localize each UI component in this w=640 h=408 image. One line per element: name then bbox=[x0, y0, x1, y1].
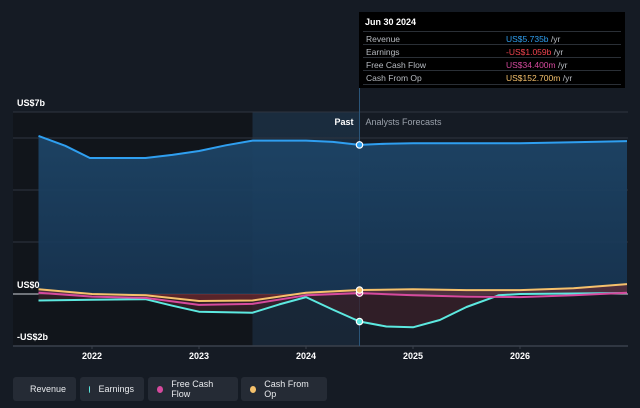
cash-from-op-area bbox=[38, 284, 627, 301]
revenue-area bbox=[38, 135, 627, 294]
free-cash-flow-dot-icon bbox=[157, 385, 164, 393]
legend-item-cash-from-op[interactable]: Cash From Op bbox=[241, 377, 327, 401]
tooltip-unit: /yr bbox=[555, 60, 568, 70]
tooltip-label: Earnings bbox=[366, 47, 400, 57]
x-tick-label: 2024 bbox=[296, 351, 316, 361]
tooltip-unit: /yr bbox=[548, 34, 561, 44]
revenue-line bbox=[38, 134, 628, 159]
y-tick-label: US$7b bbox=[17, 98, 46, 108]
tooltip-value: US$34.400m /yr bbox=[506, 60, 567, 70]
tooltip-value-text: US$34.400m bbox=[506, 60, 556, 70]
x-tick-label: 2025 bbox=[403, 351, 423, 361]
tooltip-row-earnings: Earnings -US$1.059b /yr bbox=[363, 44, 621, 58]
earnings-line bbox=[38, 292, 628, 329]
x-tick-label: 2023 bbox=[189, 351, 209, 361]
cash-from-op-line bbox=[38, 283, 628, 302]
tooltip-label: Revenue bbox=[366, 34, 401, 44]
revenue-marker bbox=[355, 141, 364, 149]
tooltip-row-free-cash-flow: Free Cash Flow US$34.400m /yr bbox=[363, 57, 621, 71]
cash-from-op-marker bbox=[355, 286, 364, 294]
tooltip-value: US$5.735b /yr bbox=[506, 34, 560, 44]
tooltip-date: Jun 30 2024 bbox=[365, 17, 417, 27]
y-tick-label: US$0 bbox=[17, 280, 40, 290]
tooltip-label: Cash From Op bbox=[366, 73, 422, 83]
earnings-dot-icon bbox=[89, 385, 91, 393]
legend-label: Free Cash Flow bbox=[171, 379, 214, 399]
tooltip-row-revenue: Revenue US$5.735b /yr bbox=[363, 31, 621, 45]
legend-label: Cash From Op bbox=[264, 379, 309, 399]
y-tick-label: -US$2b bbox=[17, 332, 49, 342]
legend-item-earnings[interactable]: Earnings bbox=[80, 377, 144, 401]
legend-item-revenue[interactable]: Revenue bbox=[13, 377, 76, 401]
tooltip-value-text: US$152.700m bbox=[506, 73, 561, 83]
tooltip-value-text: -US$1.059b bbox=[506, 47, 552, 57]
tooltip-label: Free Cash Flow bbox=[366, 60, 426, 70]
legend-item-free-cash-flow[interactable]: Free Cash Flow bbox=[148, 377, 238, 401]
tooltip: Jun 30 2024 Revenue US$5.735b /yr Earnin… bbox=[359, 12, 625, 88]
free-cash-flow-line bbox=[38, 291, 628, 306]
legend-label: Earnings bbox=[98, 384, 134, 394]
tooltip-value: US$152.700m /yr bbox=[506, 73, 572, 83]
x-tick-label: 2022 bbox=[82, 351, 102, 361]
tooltip-row-cash-from-op: Cash From Op US$152.700m /yr bbox=[363, 70, 621, 85]
x-tick-label: 2026 bbox=[510, 351, 530, 361]
tooltip-unit: /yr bbox=[560, 73, 573, 83]
tooltip-value: -US$1.059b /yr bbox=[506, 47, 563, 57]
tooltip-unit: /yr bbox=[551, 47, 564, 57]
legend-label: Revenue bbox=[30, 384, 67, 394]
cash-from-op-dot-icon bbox=[250, 385, 257, 393]
earnings-marker bbox=[355, 317, 364, 326]
tooltip-value-text: US$5.735b bbox=[506, 34, 549, 44]
forecast-label: Analysts Forecasts bbox=[366, 117, 443, 127]
past-label: Past bbox=[334, 117, 353, 127]
